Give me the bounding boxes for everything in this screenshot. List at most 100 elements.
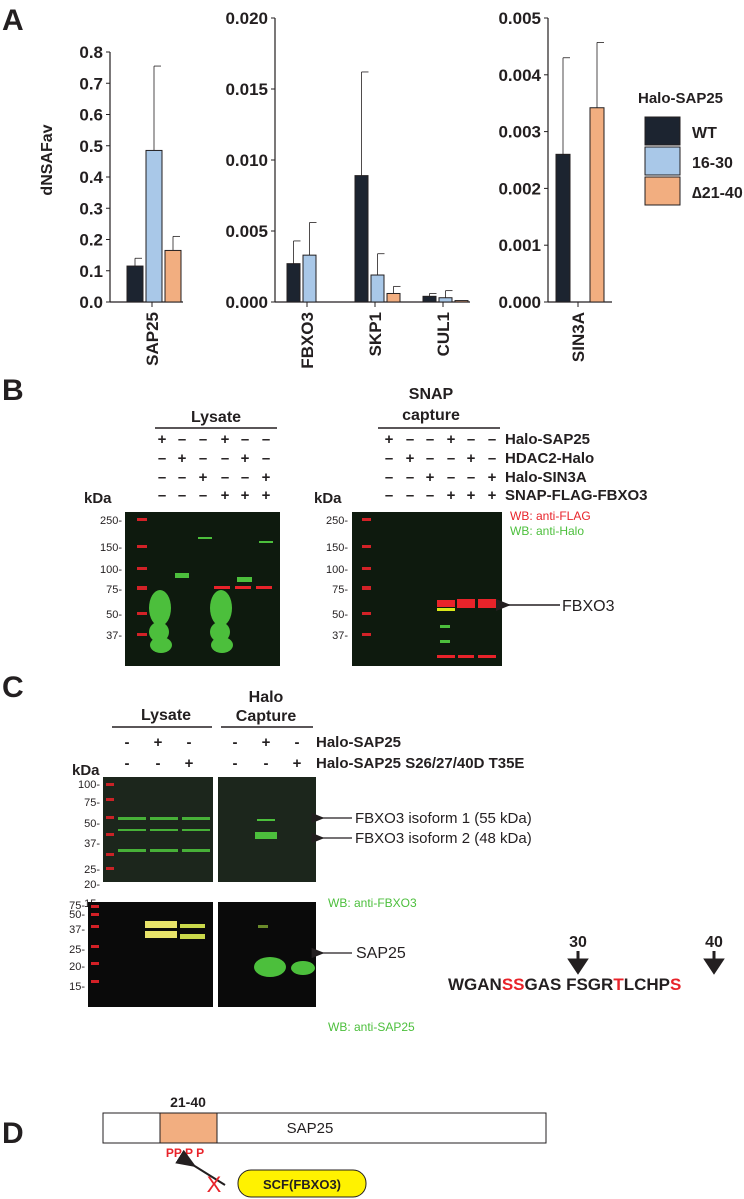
region-21-40-label: 21-40 bbox=[170, 1094, 206, 1110]
sign-cell: + bbox=[467, 487, 476, 504]
sign-cell: + bbox=[447, 487, 456, 504]
scf-fbxo3-label: SCF(FBXO3) bbox=[263, 1177, 341, 1192]
sign-cell: – bbox=[221, 450, 229, 467]
sap25-arrow-label: SAP25 bbox=[356, 945, 406, 962]
panel-label-b: B bbox=[2, 374, 24, 407]
mw-markers-c-top: 100-75-50-37-25-20-15- bbox=[78, 779, 100, 910]
sign-cell: – bbox=[467, 469, 475, 486]
mw-marker-label: 20- bbox=[84, 879, 100, 891]
isoform1-label: FBXO3 isoform 1 (55 kDa) bbox=[355, 810, 532, 827]
sign-cell: – bbox=[467, 431, 475, 448]
y-tick-label: 0.1 bbox=[79, 262, 103, 281]
sign-cell: – bbox=[406, 487, 414, 504]
sign-cell: + bbox=[241, 487, 250, 504]
blot-c-sap25-capture bbox=[218, 902, 316, 1007]
bar bbox=[302, 254, 317, 303]
sign-cell: + bbox=[385, 431, 394, 448]
x-tick-label: SAP25 bbox=[143, 312, 162, 366]
scf-arrow bbox=[175, 1149, 226, 1186]
legend: Halo-SAP25 WT 16-30 ∆21-40 bbox=[638, 90, 743, 206]
wb-anti-sap25-label: WB: anti-SAP25 bbox=[328, 1020, 415, 1034]
kda-label-b-right: kDa bbox=[314, 490, 342, 507]
sign-cell: – bbox=[447, 469, 455, 486]
sign-matrix-c: - + - - + - Halo-SAP25- - + - - + Halo-SAP25 S26/27/… bbox=[125, 734, 525, 772]
block-x: X bbox=[207, 1172, 222, 1197]
bar bbox=[145, 149, 163, 303]
x-tick-label: SIN3A bbox=[569, 312, 588, 362]
sign-cell: + bbox=[199, 469, 208, 486]
sign-cell: – bbox=[406, 431, 414, 448]
mw-marker-label: 150- bbox=[326, 542, 348, 554]
mw-marker-label: 75- bbox=[84, 797, 100, 809]
bar bbox=[454, 300, 469, 303]
position-30-label: 30 bbox=[569, 934, 587, 951]
sign-cell: + bbox=[447, 431, 456, 448]
legend-label-16-30: 16-30 bbox=[692, 155, 733, 172]
sign-cell: – bbox=[406, 469, 414, 486]
legend-swatch-d21-40 bbox=[644, 176, 681, 206]
sign-cell: – bbox=[241, 431, 249, 448]
sign-cell: – bbox=[262, 431, 270, 448]
wb-anti-fbxo3-label: WB: anti-FBXO3 bbox=[328, 896, 417, 910]
y-tick-label: 0.001 bbox=[498, 236, 541, 255]
sign-cell: – bbox=[262, 450, 270, 467]
sign-cell: – bbox=[178, 469, 186, 486]
fbxo3-arrow-label: FBXO3 bbox=[562, 598, 615, 615]
legend-title: Halo-SAP25 bbox=[638, 90, 723, 107]
bar bbox=[422, 295, 437, 303]
y-tick-label: 0.005 bbox=[225, 222, 268, 241]
sign-cell: + bbox=[406, 450, 415, 467]
sign-cell: - bbox=[264, 755, 269, 772]
position-40-label: 40 bbox=[705, 934, 723, 951]
sign-cell: - bbox=[187, 734, 192, 751]
sap25-sequence: WGANSSGAS FSGRTLCHPS bbox=[448, 975, 681, 994]
region-21-40-box bbox=[159, 1112, 218, 1144]
chart-sin3a: 0.000 0.001 0.002 0.003 0.004 0.005 SIN3A bbox=[498, 9, 612, 362]
sign-cell: – bbox=[241, 469, 249, 486]
mw-marker-label: 15- bbox=[69, 981, 85, 993]
blot-b-lysate bbox=[125, 512, 280, 666]
sign-cell: – bbox=[199, 450, 207, 467]
sign-cell: + bbox=[488, 469, 497, 486]
sign-cell: – bbox=[158, 487, 166, 504]
y-tick-label: 0.005 bbox=[498, 9, 541, 28]
mw-marker-label: 250- bbox=[100, 515, 122, 527]
sign-cell: – bbox=[178, 487, 186, 504]
bar bbox=[555, 153, 571, 303]
condition-label: SNAP-FLAG-FBXO3 bbox=[505, 487, 648, 504]
mw-marker-label: 250- bbox=[326, 515, 348, 527]
sign-cell: – bbox=[426, 487, 434, 504]
sign-cell: + bbox=[221, 487, 230, 504]
y-tick-label: 0.010 bbox=[225, 151, 268, 170]
sign-cell: + bbox=[262, 734, 271, 751]
bar bbox=[589, 107, 605, 303]
legend-swatch-wt bbox=[644, 116, 681, 146]
mw-marker-label: 37- bbox=[106, 630, 122, 642]
condition-label: Halo-SAP25 S26/27/40D T35E bbox=[316, 755, 524, 772]
bar bbox=[370, 274, 385, 303]
mw-marker-label: 25- bbox=[69, 944, 85, 956]
halo-capture-title-1: Halo bbox=[249, 689, 284, 706]
sign-cell: – bbox=[426, 450, 434, 467]
condition-label: Halo-SIN3A bbox=[505, 469, 587, 486]
mw-marker-label: 37- bbox=[332, 630, 348, 642]
sign-cell: - bbox=[125, 734, 130, 751]
snap-capture-title-1: SNAP bbox=[409, 386, 454, 403]
y-tick-label: 0.4 bbox=[79, 168, 103, 187]
lysate-title-b: Lysate bbox=[191, 409, 241, 426]
sign-cell: + bbox=[185, 755, 194, 772]
blot-c-sap25-lysate bbox=[88, 902, 213, 1007]
x-tick-label: FBXO3 bbox=[298, 312, 317, 369]
sign-matrix-b: + +– –– –+ +– –– – Halo-SAP25– –+ +– –– –+ +– – HDAC2-… bbox=[158, 431, 648, 504]
mw-marker-label: 150- bbox=[100, 542, 122, 554]
mw-marker-label: 37- bbox=[84, 838, 100, 850]
chart-sap25: 0.0 0.1 0.2 0.3 0.4 0.5 0.6 0.7 0.8 SAP25 bbox=[79, 43, 183, 366]
sap25-domain-label: SAP25 bbox=[287, 1120, 334, 1137]
snap-capture-title-2: capture bbox=[402, 407, 460, 424]
y-tick-label: 0.002 bbox=[498, 179, 541, 198]
bar bbox=[126, 265, 144, 303]
y-tick-label: 0.5 bbox=[79, 137, 103, 156]
mw-markers-c-bottom: 75-50- 37- 25- 20- 15- bbox=[69, 900, 85, 993]
y-tick-label: 0.003 bbox=[498, 123, 541, 142]
sign-cell: – bbox=[385, 450, 393, 467]
